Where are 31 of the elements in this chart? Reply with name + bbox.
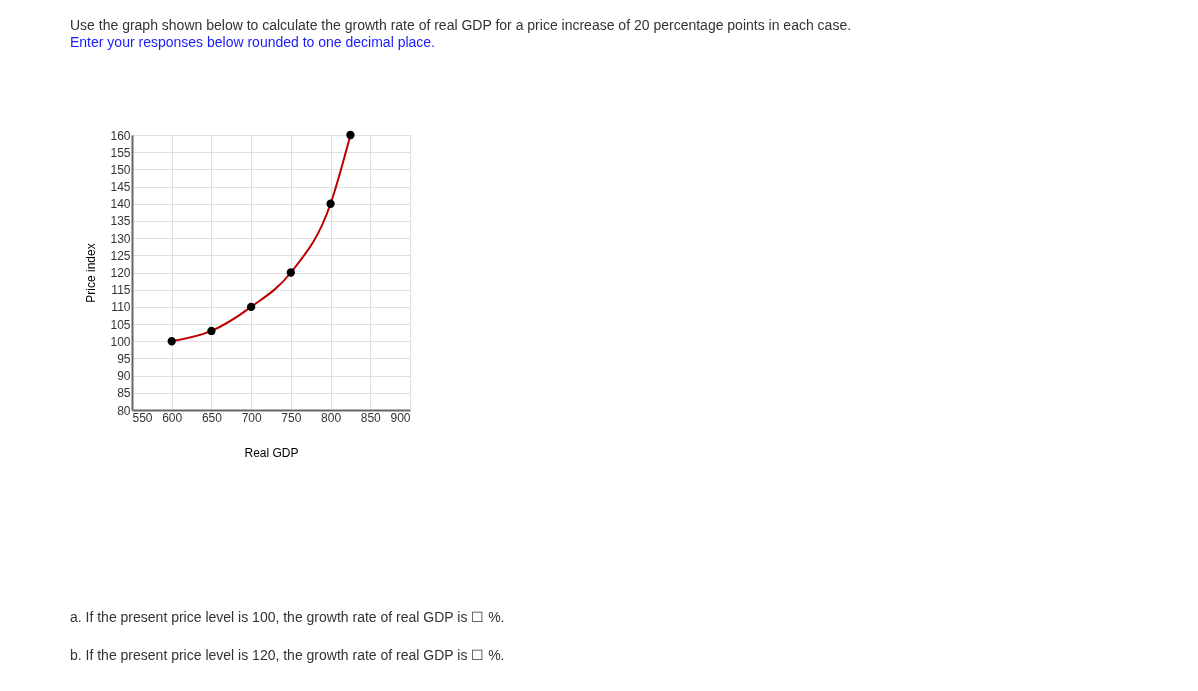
y-axis-title: Price index [84, 243, 99, 303]
y-tick-label: 85 [117, 386, 131, 401]
y-tick-label: 135 [110, 214, 131, 229]
y-tick-label: 95 [117, 351, 131, 366]
y-tick-label: 110 [111, 300, 131, 315]
text: b. If the present price level is 120, the growth rate of real GDP is ☐ %. [70, 647, 505, 663]
y-tick-label: 145 [110, 180, 131, 195]
x-axis-title: Real GDP [244, 445, 299, 460]
x-tick-label: 850 [360, 410, 382, 425]
x-tick-label: 900 [390, 410, 411, 425]
y-tick-label: 155 [110, 145, 131, 160]
x-tick-label: 800 [321, 410, 342, 425]
y-tick-label: 130 [110, 231, 131, 246]
y-tick-label: 100 [110, 334, 131, 349]
y-tick-label: 105 [110, 317, 131, 332]
y-tick-label: 120 [110, 266, 131, 280]
y-tick-label: 115 [111, 283, 131, 298]
y-tick-label: 80 [117, 403, 131, 418]
y-tick-label: 140 [110, 197, 131, 212]
x-tick-label: 600 [162, 410, 183, 425]
y-tick-label: 160 [110, 128, 131, 143]
y-tick-label: 90 [117, 369, 131, 384]
y-tick-label: 150 [110, 162, 131, 177]
x-tick-label: 650 [201, 410, 223, 425]
y-tick-label: 125 [110, 248, 131, 263]
text: Use the graph shown below to calculate the growth rate of real GDP for a price increase of 20 percentage points in each case. [70, 16, 852, 33]
x-tick-label: 550 [132, 410, 153, 425]
x-tick-label: 700 [241, 410, 262, 425]
x-tick-label: 750 [281, 410, 302, 425]
chart-subtitle: Enter your responses below rounded to one decimal place. [70, 33, 435, 50]
text: a. If the present price level is 100, the growth rate of real GDP is ☐ %. [70, 609, 505, 625]
